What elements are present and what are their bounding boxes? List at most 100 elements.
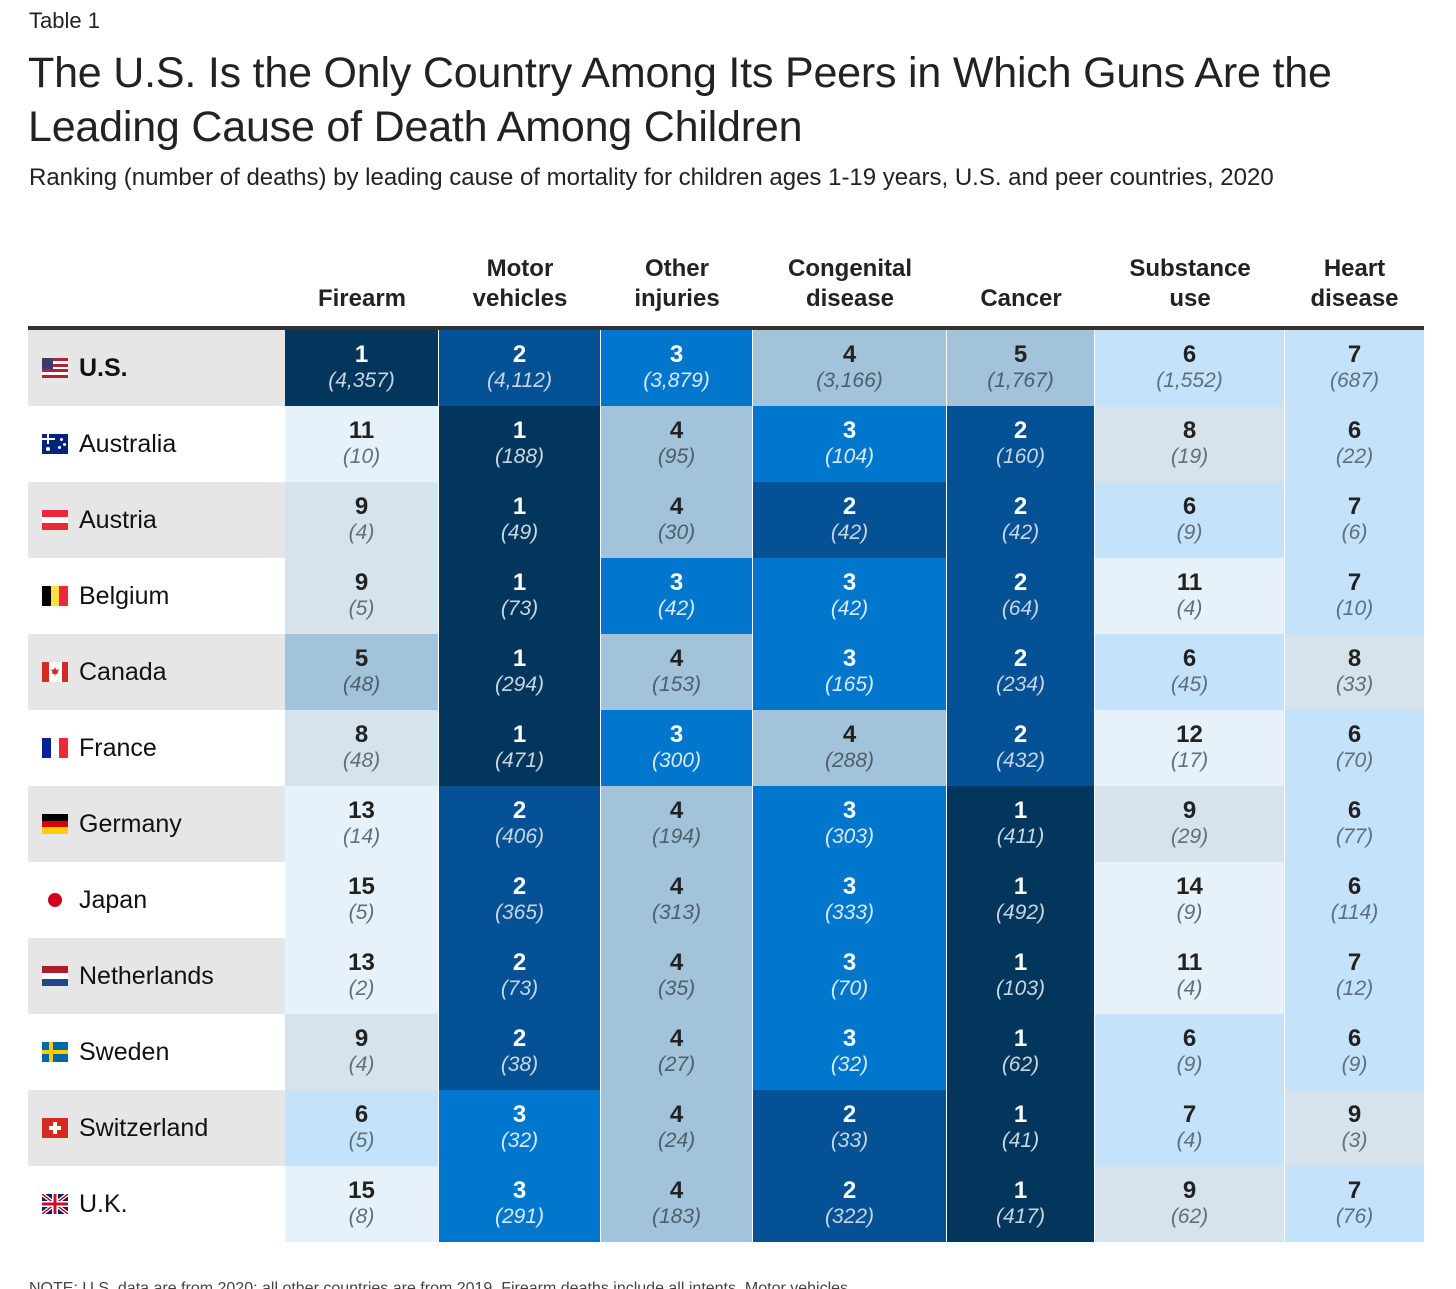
column-header-line: Substance bbox=[1129, 255, 1251, 282]
rank-value: 1 bbox=[1013, 1177, 1028, 1204]
rank-value: 9 bbox=[1347, 1101, 1362, 1128]
rank-cell-cancer: 5 (1,767) bbox=[947, 330, 1095, 406]
rank-cell-firearm: 9 (4) bbox=[285, 482, 439, 558]
death-count: (365) bbox=[494, 901, 545, 924]
rank-cell-motor-vehicles: 2 (406) bbox=[439, 786, 601, 862]
rank-value: 7 bbox=[1182, 1101, 1197, 1128]
death-count: (17) bbox=[1170, 749, 1209, 772]
rank-cell-heart-disease: 6 (9) bbox=[1285, 1014, 1424, 1090]
rank-value: 9 bbox=[354, 493, 369, 520]
country-cell: Canada bbox=[28, 634, 285, 710]
rank-value: 6 bbox=[1182, 1025, 1197, 1052]
column-header-line: Heart bbox=[1323, 255, 1386, 282]
rank-value: 4 bbox=[842, 721, 857, 748]
country-name: Germany bbox=[79, 809, 182, 838]
death-count: (4,357) bbox=[328, 369, 395, 392]
death-count: (4,112) bbox=[487, 369, 552, 392]
rank-cell-congenital-disease: 3 (333) bbox=[753, 862, 947, 938]
rank-cell-other-injuries: 4 (153) bbox=[601, 634, 753, 710]
table-row: Australia 11 (10) 1 (188) 4 (95) 3 (104) 2 (160) 8(… bbox=[28, 406, 1424, 482]
rank-value: 2 bbox=[1013, 569, 1028, 596]
country-name: France bbox=[79, 733, 157, 762]
death-count: (33) bbox=[830, 1129, 869, 1152]
rank-value: 3 bbox=[842, 417, 857, 444]
rank-cell-motor-vehicles: 1 (294) bbox=[439, 634, 601, 710]
netherlands-flag-icon bbox=[42, 966, 68, 986]
death-count: (45) bbox=[1170, 673, 1209, 696]
death-count: (95) bbox=[657, 445, 696, 468]
death-count: (3) bbox=[1341, 1129, 1368, 1152]
rank-cell-substance-use: 6 (1,552) bbox=[1095, 330, 1285, 406]
us-flag-icon bbox=[42, 358, 68, 378]
rank-cell-firearm: 11 (10) bbox=[285, 406, 439, 482]
rank-cell-firearm: 8 (48) bbox=[285, 710, 439, 786]
column-header-line bbox=[980, 254, 1061, 284]
death-count: (333) bbox=[824, 901, 875, 924]
death-count: (9) bbox=[1176, 1053, 1203, 1076]
death-count: (406) bbox=[494, 825, 545, 848]
column-header-other-injuries: Other injuries bbox=[601, 250, 753, 326]
death-count: (70) bbox=[830, 977, 869, 1000]
rank-cell-congenital-disease: 3 (104) bbox=[753, 406, 947, 482]
rank-value: 6 bbox=[1182, 493, 1197, 520]
rank-cell-cancer: 1 (492) bbox=[947, 862, 1095, 938]
rank-value: 15 bbox=[348, 873, 375, 900]
death-count: (5) bbox=[348, 901, 375, 924]
rank-value: 1 bbox=[1013, 949, 1028, 976]
rank-value: 2 bbox=[842, 493, 857, 520]
death-count: (70) bbox=[1335, 749, 1374, 772]
table-row: Canada 5 (48) 1 (294) 4 (153) 3 (165) 2 (234) 6 (45)… bbox=[28, 634, 1424, 710]
death-count: (64) bbox=[1001, 597, 1040, 620]
death-count: (14) bbox=[342, 825, 381, 848]
country-cell: Germany bbox=[28, 786, 285, 862]
column-header-line bbox=[318, 254, 406, 284]
rank-value: 1 bbox=[1013, 1025, 1028, 1052]
rank-value: 1 bbox=[1013, 873, 1028, 900]
rank-cell-motor-vehicles: 3 (291) bbox=[439, 1166, 601, 1242]
rank-cell-other-injuries: 3 (42) bbox=[601, 558, 753, 634]
rank-cell-heart-disease: 7 (687) bbox=[1285, 330, 1424, 406]
rank-cell-motor-vehicles: 2 (73) bbox=[439, 938, 601, 1014]
death-count: (3,879) bbox=[643, 369, 710, 392]
death-count: (42) bbox=[830, 521, 869, 544]
death-count: (24) bbox=[657, 1129, 696, 1152]
death-count: (62) bbox=[1001, 1053, 1040, 1076]
death-count: (432) bbox=[995, 749, 1046, 772]
death-count: (492) bbox=[995, 901, 1046, 924]
rank-value: 11 bbox=[348, 417, 375, 444]
rank-cell-congenital-disease: 2 (322) bbox=[753, 1166, 947, 1242]
rank-value: 1 bbox=[512, 645, 527, 672]
death-count: (6) bbox=[1341, 521, 1368, 544]
rank-value: 1 bbox=[512, 721, 527, 748]
rank-value: 4 bbox=[842, 341, 857, 368]
rank-cell-substance-use: 11 (4) bbox=[1095, 938, 1285, 1014]
rank-value: 11 bbox=[1176, 569, 1203, 596]
death-count: (234) bbox=[995, 673, 1046, 696]
table-row: France 8 (48) 1 (471) 3 (300) 4 (288) 2 (432) 12 (17… bbox=[28, 710, 1424, 786]
rank-cell-firearm: 9 (5) bbox=[285, 558, 439, 634]
japan-flag-icon bbox=[42, 890, 68, 910]
death-count: (2) bbox=[348, 977, 375, 1000]
rank-value: 2 bbox=[1013, 645, 1028, 672]
rank-cell-heart-disease: 6 (77) bbox=[1285, 786, 1424, 862]
rank-cell-other-injuries: 4 (183) bbox=[601, 1166, 753, 1242]
rank-cell-congenital-disease: 3 (303) bbox=[753, 786, 947, 862]
rank-cell-firearm: 9 (4) bbox=[285, 1014, 439, 1090]
death-count: (30) bbox=[657, 521, 696, 544]
rank-cell-firearm: 6 (5) bbox=[285, 1090, 439, 1166]
country-cell: Netherlands bbox=[28, 938, 285, 1014]
rank-value: 13 bbox=[348, 797, 375, 824]
death-count: (183) bbox=[651, 1205, 702, 1228]
rank-cell-other-injuries: 3 (300) bbox=[601, 710, 753, 786]
rank-cell-motor-vehicles: 3 (32) bbox=[439, 1090, 601, 1166]
rank-cell-heart-disease: 7 (6) bbox=[1285, 482, 1424, 558]
death-count: (300) bbox=[651, 749, 702, 772]
column-header-line: use bbox=[1169, 285, 1211, 312]
rank-value: 4 bbox=[669, 797, 684, 824]
ranking-table: Firearm Motor vehicles Other injuries Congeni… bbox=[28, 250, 1424, 1242]
column-header-line: Motor bbox=[486, 255, 554, 282]
country-cell: Austria bbox=[28, 482, 285, 558]
rank-cell-congenital-disease: 2 (33) bbox=[753, 1090, 947, 1166]
death-count: (104) bbox=[824, 445, 875, 468]
death-count: (5) bbox=[348, 1129, 375, 1152]
